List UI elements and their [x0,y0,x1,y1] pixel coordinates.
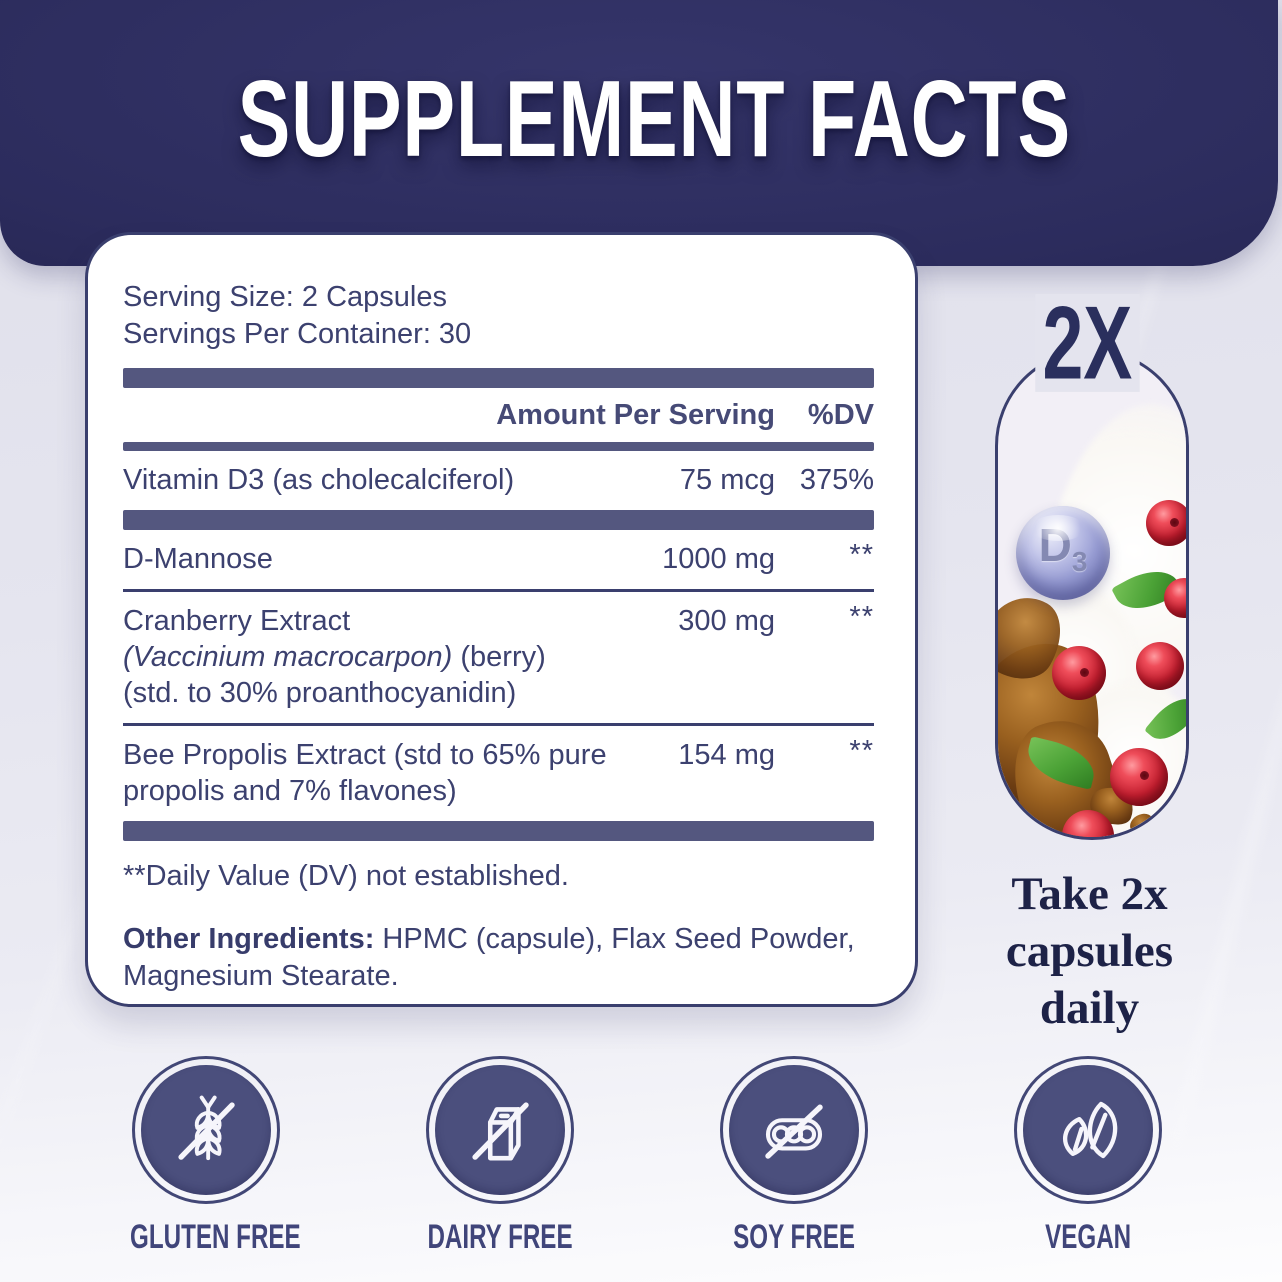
ingredient-dv: ** [849,539,874,571]
capsule-illustration: D3 [995,349,1189,840]
ingredient-name: D-Mannose [123,543,273,575]
feature-badges-row: GLUTEN FREE DAIRY FREE [0,1056,1282,1266]
d3-sphere: D3 [1016,506,1110,600]
capsule-photo-collage: D3 [998,352,1186,837]
ingredient-row-cranberry: Cranberry Extract (Vaccinium macrocarpon… [123,592,874,723]
cranberry [1146,500,1186,546]
ingredient-row-bee-propolis: Bee Propolis Extract (std to 65% pure pr… [123,726,874,821]
badge-dairy-free: DAIRY FREE [400,1056,600,1256]
divider-bar-thick [123,821,874,841]
badge-label: DAIRY FREE [427,1217,573,1256]
cranberry [1052,646,1106,700]
badge-ring [426,1056,574,1204]
soybean-pod-crossed-icon [765,1104,823,1159]
ingredient-name: Cranberry Extract (Vaccinium macrocarpon… [123,605,546,709]
ingredient-amount: 75 mcg [679,464,775,496]
ingredient-amount: 1000 mg [662,543,775,575]
servings-per-container: Servings Per Container: 30 [123,318,472,350]
badge-disc [1023,1065,1153,1195]
other-ingredients-label: Other Ingredients: [123,923,375,955]
dosage-multiplier: 2X [997,291,1177,395]
daily-value-footnote: **Daily Value (DV) not established. [123,860,569,892]
milk-carton-crossed-icon [472,1102,529,1161]
latin-name: (Vaccinium macrocarpon) [123,641,453,673]
badge-disc [729,1065,859,1195]
other-ingredients: Other Ingredients: HPMC (capsule), Flax … [123,923,855,992]
page-title: SUPPLEMENT FACTS [237,59,1071,180]
badge-soy-free: SOY FREE [694,1056,894,1256]
divider-bar-thin [123,442,874,451]
wheat-crossed-icon [178,1095,235,1161]
column-header-row: Amount Per Serving %DV [123,388,874,442]
badge-ring [132,1056,280,1204]
badge-disc [141,1065,271,1195]
serving-size: Serving Size: 2 Capsules [123,281,447,313]
ingredient-row-vitamin-d3: Vitamin D3 (as cholecalciferol) 75 mcg 3… [123,451,874,510]
ingredient-amount: 154 mg [678,739,775,771]
badge-ring [720,1056,868,1204]
cranberry [1136,642,1184,690]
column-amount-per-serving: Amount Per Serving [496,399,775,431]
badge-label: GLUTEN FREE [130,1217,301,1256]
divider-bar-thick [123,510,874,530]
badge-gluten-free: GLUTEN FREE [106,1056,306,1256]
supplement-facts-card: Serving Size: 2 Capsules Servings Per Co… [85,232,918,1007]
ingredient-dv: ** [849,735,874,767]
cranberry [1110,748,1168,806]
ingredient-dv: ** [849,601,874,633]
ingredient-dv: 375% [799,464,874,496]
divider-rule [123,589,874,592]
ingredient-amount: 300 mg [678,605,775,637]
badge-label: SOY FREE [733,1217,855,1256]
ingredient-name: Bee Propolis Extract (std to 65% pure pr… [123,739,607,807]
ingredient-name: Vitamin D3 (as cholecalciferol) [123,464,515,496]
badge-disc [435,1065,565,1195]
column-percent-dv: %DV [807,399,874,431]
badge-label: VEGAN [1045,1217,1131,1256]
divider-rule [123,723,874,726]
leaves-icon [1063,1101,1118,1159]
header-banner: SUPPLEMENT FACTS [0,0,1278,266]
sphere-gloss [1031,515,1085,541]
badge-ring [1014,1056,1162,1204]
badge-vegan: VEGAN [988,1056,1188,1256]
ingredient-row-d-mannose: D-Mannose 1000 mg ** [123,530,874,589]
divider-bar-thick [123,368,874,388]
dosage-instruction: Take 2x capsules daily [1005,868,1174,1034]
cranberry [1164,578,1186,618]
